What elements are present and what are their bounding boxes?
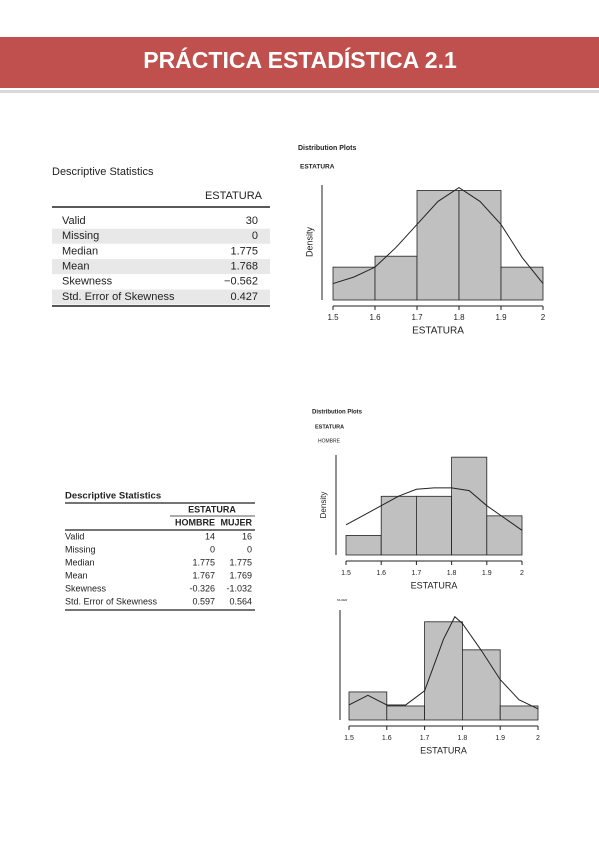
column-header: MUJER [220, 517, 252, 527]
x-axis-label: ESTATURA [420, 745, 467, 755]
bar [458, 190, 502, 301]
cell: 0.427 [230, 291, 258, 303]
bar [416, 190, 460, 301]
x-tick-label: 1.6 [376, 570, 386, 577]
bar [380, 495, 417, 556]
cell: 1.775 [192, 557, 215, 567]
row-shade [52, 289, 270, 305]
bar [451, 456, 488, 556]
cell: 16 [242, 531, 252, 541]
plot-title: Distribution Plots [312, 410, 363, 416]
y-axis-label: Density [319, 492, 328, 519]
row-label: Valid [65, 531, 84, 541]
x-tick-label: 1.8 [458, 735, 468, 742]
row-label: Skewness [62, 276, 113, 288]
row-label: Skewness [65, 583, 107, 593]
cell: 1.775 [230, 245, 258, 257]
row-shade [52, 228, 270, 244]
plot-subtitle: ESTATURA [300, 164, 335, 171]
x-tick-label: 1.6 [382, 735, 392, 742]
row-label: Mean [65, 570, 88, 580]
cell: -0.326 [189, 583, 215, 593]
plot-subtitle: ESTATURA [315, 424, 344, 430]
x-tick-label: 1.5 [344, 735, 354, 742]
x-tick-label: 1.9 [495, 735, 505, 742]
bar [500, 266, 544, 301]
header-rule [0, 90, 599, 93]
cell: 0 [247, 544, 252, 554]
bar [386, 705, 425, 721]
bar [374, 255, 418, 301]
cell: 1.769 [229, 570, 252, 580]
cell: -1.032 [226, 583, 252, 593]
cell: 1.768 [230, 261, 258, 273]
cell: 14 [205, 531, 215, 541]
row-label: Std. Error of Skewness [65, 596, 158, 606]
x-tick-label: 1.5 [341, 570, 351, 577]
x-tick-label: 1.7 [411, 313, 423, 322]
bar [348, 691, 388, 721]
plot-group: MUJER [337, 598, 348, 602]
x-tick-label: 2 [541, 313, 546, 322]
column-header: ESTATURA [205, 190, 263, 202]
x-tick-label: 1.8 [453, 313, 465, 322]
x-axis-label: ESTATURA [411, 580, 458, 590]
bar [499, 705, 539, 721]
group-header: ESTATURA [188, 504, 236, 514]
cell: 1.775 [229, 557, 252, 567]
table-title: Descriptive Statistics [52, 166, 154, 178]
cell: 0.564 [229, 596, 252, 606]
bar [486, 515, 523, 556]
x-tick-label: 1.9 [482, 570, 492, 577]
row-label: Missing [62, 230, 99, 242]
y-axis-label: Density [304, 226, 314, 257]
cell: 0 [252, 230, 258, 242]
row-label: Median [65, 557, 95, 567]
x-axis-label: ESTATURA [412, 326, 464, 337]
x-tick-label: 1.8 [447, 570, 457, 577]
density-curve [332, 187, 544, 285]
bar [332, 266, 376, 301]
row-label: Std. Error of Skewness [62, 291, 175, 303]
x-tick-label: 1.5 [327, 313, 339, 322]
row-shade [52, 259, 270, 275]
plot-group: HOMBRE [318, 438, 341, 444]
density-curve [348, 615, 539, 710]
cell: −0.562 [224, 276, 258, 288]
row-label: Median [62, 245, 98, 257]
x-tick-label: 1.6 [369, 313, 381, 322]
header-banner [0, 37, 599, 88]
row-label: Valid [62, 215, 86, 227]
page-title: PRÁCTICA ESTADÍSTICA 2.1 [143, 46, 457, 73]
x-tick-label: 1.7 [420, 735, 430, 742]
x-tick-label: 1.9 [495, 313, 507, 322]
cell: 30 [246, 215, 258, 227]
plot-title: Distribution Plots [298, 145, 356, 152]
cell: 0.597 [192, 596, 215, 606]
bar [415, 495, 452, 556]
bar [345, 535, 382, 556]
bar [424, 621, 463, 721]
cell: 0 [210, 544, 215, 554]
bar [461, 649, 501, 721]
column-header: HOMBRE [175, 517, 215, 527]
row-label: Missing [65, 544, 96, 554]
cell: 1.767 [192, 570, 215, 580]
x-tick-label: 1.7 [412, 570, 422, 577]
x-tick-label: 2 [520, 570, 524, 577]
row-label: Mean [62, 261, 90, 273]
density-curve [345, 487, 523, 531]
x-tick-label: 2 [536, 735, 540, 742]
table-title: Descriptive Statistics [65, 491, 161, 502]
